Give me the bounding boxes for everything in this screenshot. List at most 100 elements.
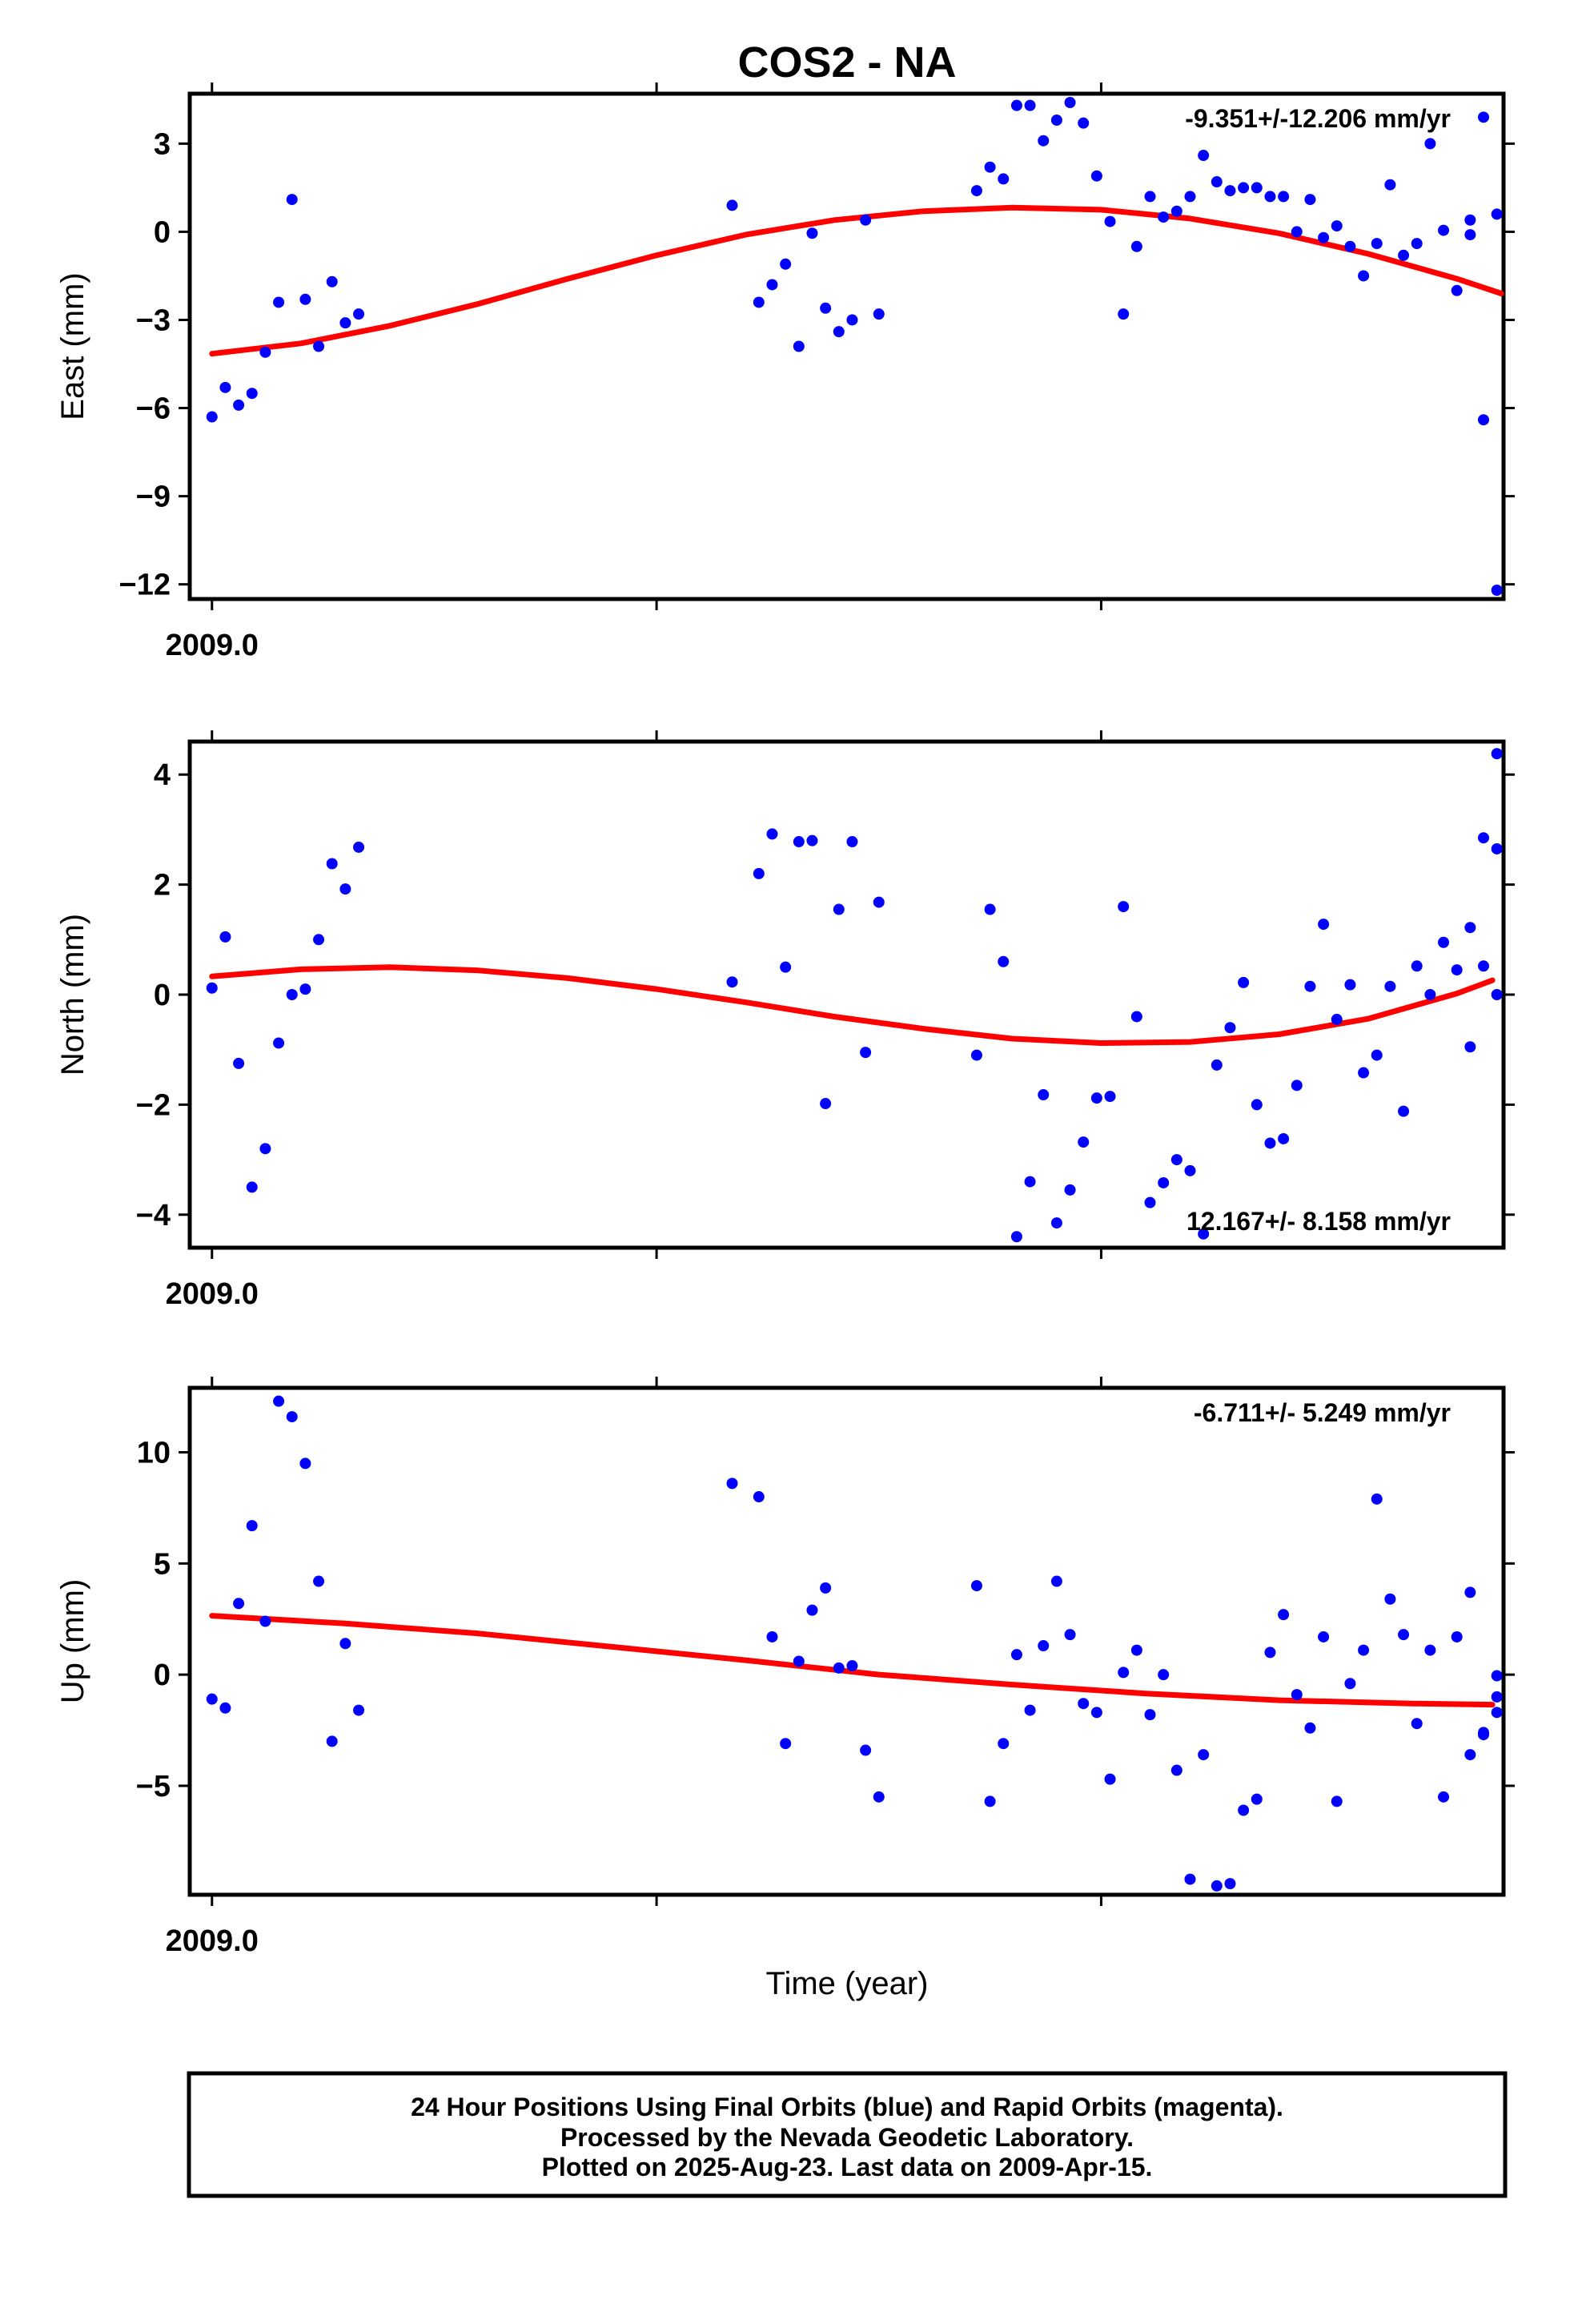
up-data-point <box>1491 1707 1503 1719</box>
up-data-point <box>1371 1493 1383 1505</box>
east-ytick-label: 0 <box>154 215 171 249</box>
north-data-point <box>1104 1091 1116 1103</box>
east-data-point <box>1224 185 1236 197</box>
footer-line-2: Processed by the Nevada Geodetic Laborat… <box>560 2123 1134 2152</box>
up-data-point <box>806 1604 818 1616</box>
east-data-point <box>1384 179 1396 191</box>
north-data-point <box>984 903 996 915</box>
north-rate-label: 12.167+/- 8.158 mm/yr <box>1186 1207 1451 1236</box>
east-data-point <box>970 185 982 197</box>
east-data-point <box>1144 191 1156 203</box>
north-data-point <box>1078 1136 1090 1148</box>
north-data-point <box>1464 922 1476 934</box>
north-data-point <box>299 983 311 995</box>
east-y-axis-label: East (mm) <box>55 272 90 420</box>
up-data-point <box>1358 1644 1370 1656</box>
north-plot-frame <box>187 739 1506 1250</box>
north-data-point <box>1344 979 1356 991</box>
east-xtick-label: 2009.0 <box>166 629 259 662</box>
north-data-point <box>1438 936 1450 948</box>
up-plot-frame <box>187 1385 1506 1897</box>
east-ytick-label: 3 <box>154 127 171 161</box>
east-data-point <box>1464 229 1476 241</box>
up-data-point <box>1264 1647 1276 1659</box>
up-data-point <box>273 1395 285 1407</box>
north-data-point <box>970 1049 982 1061</box>
east-data-point <box>806 227 818 239</box>
up-data-point <box>1144 1709 1156 1721</box>
east-data-point <box>1291 226 1303 238</box>
north-data-point <box>1291 1080 1303 1092</box>
north-data-point <box>1251 1099 1263 1111</box>
east-data-point <box>1451 284 1463 296</box>
up-data-point <box>1238 1804 1250 1816</box>
north-data-point <box>1170 1154 1182 1166</box>
up-data-point <box>1198 1749 1210 1761</box>
north-data-point <box>1144 1196 1156 1208</box>
east-data-point <box>1198 150 1210 162</box>
up-data-point <box>1411 1718 1423 1730</box>
up-data-point <box>766 1630 778 1642</box>
north-data-point <box>766 828 778 840</box>
east-data-point <box>1398 249 1410 261</box>
up-data-point <box>1464 1586 1476 1598</box>
east-data-point <box>1411 238 1423 250</box>
up-data-point <box>1318 1630 1330 1642</box>
east-data-point <box>1090 170 1102 182</box>
up-data-point <box>1211 1880 1223 1892</box>
north-data-point <box>1211 1059 1223 1071</box>
north-data-point <box>1491 748 1503 760</box>
north-xtick-label: 2009.0 <box>166 1277 259 1311</box>
north-data-point <box>1264 1137 1276 1149</box>
north-data-point <box>286 989 298 1000</box>
x-axis-label: Time (year) <box>766 1966 929 2001</box>
north-y-axis-label: North (mm) <box>55 914 90 1076</box>
north-data-point <box>219 931 231 943</box>
up-data-point <box>793 1655 805 1667</box>
east-data-point <box>1424 138 1436 150</box>
east-data-point <box>1331 220 1343 232</box>
north-data-point <box>1411 960 1423 972</box>
east-data-point <box>1104 215 1116 227</box>
east-data-point <box>726 199 738 211</box>
north-data-point <box>339 883 351 895</box>
north-data-point <box>1038 1089 1050 1101</box>
east-data-point <box>246 388 258 400</box>
up-data-point <box>1184 1873 1196 1885</box>
up-data-point <box>246 1520 258 1532</box>
east-data-point <box>1038 135 1050 147</box>
up-data-point <box>833 1662 845 1674</box>
east-data-point <box>259 346 271 358</box>
east-data-point <box>206 411 218 423</box>
east-data-point <box>860 214 872 226</box>
north-data-point <box>1464 1041 1476 1053</box>
east-data-point <box>353 308 365 320</box>
up-data-point <box>998 1738 1010 1750</box>
north-ytick-label: 0 <box>154 979 171 1012</box>
east-data-point <box>1238 182 1250 194</box>
east-ytick-label: −9 <box>136 480 171 514</box>
east-data-point <box>1478 414 1490 426</box>
up-data-point <box>1251 1793 1263 1805</box>
up-data-point <box>1438 1791 1450 1803</box>
footer-box: 24 Hour Positions Using Final Orbits (bl… <box>187 2071 1508 2198</box>
up-data-point <box>1224 1878 1236 1890</box>
up-ytick-label: −5 <box>136 1770 171 1803</box>
north-data-point <box>259 1143 271 1155</box>
east-data-point <box>1478 111 1490 123</box>
up-rate-label: -6.711+/- 5.249 mm/yr <box>1194 1398 1451 1427</box>
up-data-point <box>846 1660 858 1672</box>
up-data-point <box>970 1580 982 1592</box>
up-data-point <box>1158 1669 1170 1681</box>
up-data-point <box>780 1738 792 1750</box>
east-data-point <box>820 302 832 314</box>
east-fit-curve <box>209 204 1504 357</box>
east-data-point <box>1078 117 1090 129</box>
up-data-point <box>326 1735 338 1747</box>
up-data-point <box>233 1598 245 1610</box>
up-ytick-label: 10 <box>137 1437 171 1470</box>
north-ytick-label: 4 <box>154 758 171 792</box>
east-data-point <box>1371 238 1383 250</box>
north-data-point <box>233 1057 245 1069</box>
